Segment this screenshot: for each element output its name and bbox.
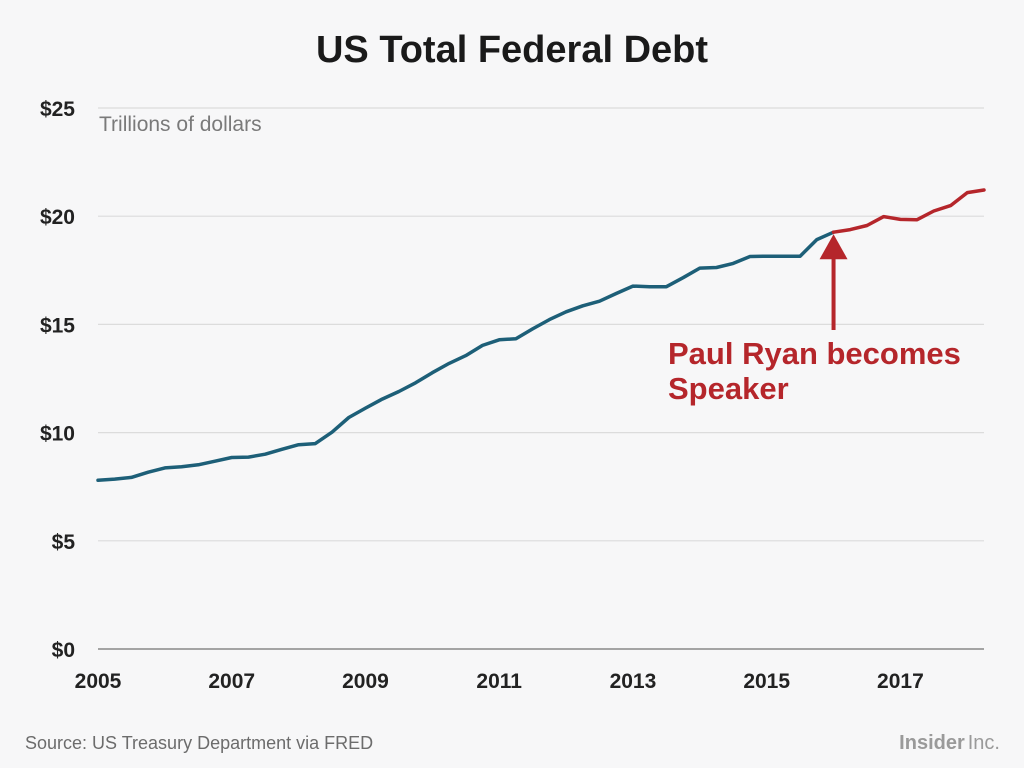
gridlines	[98, 107, 984, 650]
y-tick-label: $10	[40, 423, 75, 446]
x-tick-label: 2011	[476, 670, 522, 693]
annotation-text-line1: Paul Ryan becomes	[668, 336, 961, 371]
y-axis-ticks: $0 $5 $10 $15 $20 $25	[40, 98, 75, 662]
y-tick-label: $0	[52, 639, 75, 662]
annotation: Paul Ryan becomes Speaker	[668, 234, 961, 406]
brand-suffix: Inc.	[968, 732, 1000, 754]
x-tick-label: 2013	[610, 670, 657, 693]
y-tick-label: $25	[40, 98, 75, 121]
x-tick-label: 2009	[342, 670, 389, 693]
source-note: Source: US Treasury Department via FRED	[25, 733, 373, 753]
brand-logo: Insider Inc.	[899, 732, 1000, 754]
y-tick-label: $15	[40, 314, 75, 337]
y-tick-label: $20	[40, 206, 75, 229]
y-tick-label: $5	[52, 531, 76, 554]
series-lines	[96, 188, 986, 482]
annotation-text-line2: Speaker	[668, 371, 789, 406]
x-tick-label: 2015	[743, 670, 790, 693]
x-tick-label: 2007	[208, 670, 255, 693]
x-tick-label: 2017	[877, 670, 924, 693]
brand-name: Insider	[899, 732, 965, 754]
y-axis-unit-label: Trillions of dollars	[99, 113, 262, 136]
x-axis-ticks: 2005 2007 2009 2011 2013 2015 2017	[75, 670, 924, 693]
x-tick-label: 2005	[75, 670, 122, 693]
chart-title: US Total Federal Debt	[316, 29, 708, 71]
series-line-after	[831, 188, 986, 234]
series-line-before	[96, 230, 836, 482]
annotation-arrow-head	[819, 234, 848, 260]
